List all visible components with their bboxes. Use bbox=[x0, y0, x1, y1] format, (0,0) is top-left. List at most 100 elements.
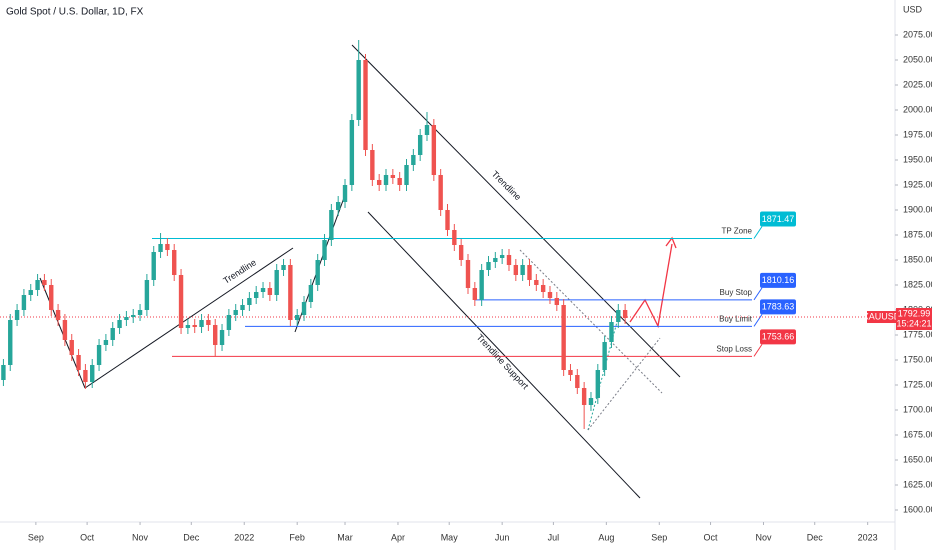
candle-body bbox=[561, 305, 566, 370]
candle-body bbox=[315, 260, 320, 285]
level-box bbox=[760, 272, 796, 288]
y-tick-label: 1725.00 bbox=[903, 379, 932, 389]
candle-body bbox=[540, 285, 546, 292]
candle-body bbox=[90, 365, 95, 382]
level-box bbox=[760, 299, 796, 315]
last-price-label: 1792.99 bbox=[898, 308, 931, 318]
candle-body bbox=[281, 265, 286, 270]
x-tick-label: Jun bbox=[495, 532, 510, 542]
y-tick-label: 1975.00 bbox=[903, 129, 932, 139]
currency-label: USD bbox=[903, 4, 923, 14]
y-tick-label: 2000.00 bbox=[903, 104, 932, 114]
candle-body bbox=[458, 245, 464, 260]
x-tick-label: Feb bbox=[289, 532, 305, 542]
projection-arrow bbox=[629, 243, 673, 329]
level-connector bbox=[753, 287, 763, 301]
x-tick-label: Dec bbox=[183, 532, 200, 542]
candle-body bbox=[240, 305, 245, 310]
candle-body bbox=[616, 310, 621, 322]
y-tick-label: 1850.00 bbox=[903, 254, 932, 264]
x-tick-label: Nov bbox=[132, 532, 149, 542]
candle-body bbox=[595, 370, 601, 398]
candle-body bbox=[622, 310, 628, 318]
candle-body bbox=[192, 325, 197, 327]
chart-title: Gold Spot / U.S. Dollar, 1D, FX bbox=[6, 7, 144, 18]
y-tick-label: 1925.00 bbox=[903, 179, 932, 189]
x-tick-label: Sep bbox=[651, 532, 667, 542]
candle-body bbox=[144, 280, 150, 310]
arrow-head bbox=[665, 236, 677, 249]
candle-body bbox=[131, 315, 136, 317]
candle-body bbox=[294, 315, 300, 320]
candle-body bbox=[370, 150, 375, 180]
candle-body bbox=[274, 270, 279, 295]
dotted-trendline bbox=[519, 249, 663, 394]
x-tick-label: Jul bbox=[548, 532, 560, 542]
candle-body bbox=[424, 125, 430, 135]
candle-body bbox=[383, 175, 389, 185]
trendline bbox=[84, 247, 294, 389]
level-connector bbox=[753, 226, 763, 239]
candle-body bbox=[124, 317, 129, 320]
y-tick-label: 1950.00 bbox=[903, 154, 932, 164]
candle-body bbox=[254, 292, 259, 298]
candle-body bbox=[83, 370, 88, 382]
candle-body bbox=[581, 388, 587, 405]
candle-body bbox=[465, 260, 471, 288]
level-name: Buy Stop bbox=[720, 288, 753, 297]
candle-body bbox=[568, 370, 573, 375]
candle-body bbox=[14, 310, 20, 320]
candle-body bbox=[199, 320, 204, 327]
candle-body bbox=[42, 280, 47, 285]
x-tick-label: Mar bbox=[337, 532, 353, 542]
candle-body bbox=[609, 322, 614, 342]
x-tick-label: Apr bbox=[391, 532, 405, 542]
price-box bbox=[896, 308, 932, 331]
x-tick-label: Nov bbox=[755, 532, 772, 542]
candle-body bbox=[547, 292, 553, 298]
level-box bbox=[760, 211, 796, 227]
candle-body bbox=[390, 175, 396, 178]
candle-body bbox=[513, 265, 519, 275]
candle-body bbox=[55, 310, 61, 320]
candle-body bbox=[322, 240, 327, 260]
candle-body bbox=[260, 288, 266, 292]
candle-body bbox=[438, 175, 443, 210]
candle-body bbox=[499, 255, 505, 258]
candle-body bbox=[69, 340, 74, 355]
candle-body bbox=[158, 244, 163, 252]
candle-body bbox=[247, 298, 252, 305]
y-tick-label: 1650.00 bbox=[903, 454, 932, 464]
x-tick-label: Oct bbox=[704, 532, 719, 542]
candle-body bbox=[1, 365, 6, 380]
candle-body bbox=[506, 255, 512, 265]
candle-body bbox=[479, 270, 484, 300]
countdown-label: 15:24:21 bbox=[896, 318, 931, 328]
x-tick-label: Sep bbox=[28, 532, 44, 542]
candle-body bbox=[527, 265, 532, 280]
candle-body bbox=[493, 258, 498, 262]
candle-body bbox=[233, 310, 238, 315]
candle-body bbox=[411, 155, 416, 165]
candle-body bbox=[267, 288, 273, 295]
candle-body bbox=[301, 302, 307, 315]
candle-body bbox=[8, 320, 13, 365]
candle-body bbox=[219, 330, 225, 345]
dotted-trendline bbox=[587, 337, 661, 431]
x-tick-label: 2023 bbox=[858, 532, 878, 542]
level-name: TP Zone bbox=[721, 227, 752, 236]
candle-body bbox=[329, 210, 334, 240]
level-box bbox=[760, 329, 796, 345]
candle-body bbox=[404, 165, 409, 185]
candle-body bbox=[49, 285, 54, 310]
candle-body bbox=[137, 310, 143, 315]
y-tick-label: 1625.00 bbox=[903, 479, 932, 489]
candle-body bbox=[151, 252, 156, 280]
candle-body bbox=[349, 120, 355, 185]
candle-body bbox=[226, 315, 232, 330]
candle-body bbox=[588, 398, 594, 405]
x-tick-label: Aug bbox=[598, 532, 614, 542]
candle-body bbox=[206, 320, 211, 325]
candle-body bbox=[308, 285, 314, 302]
